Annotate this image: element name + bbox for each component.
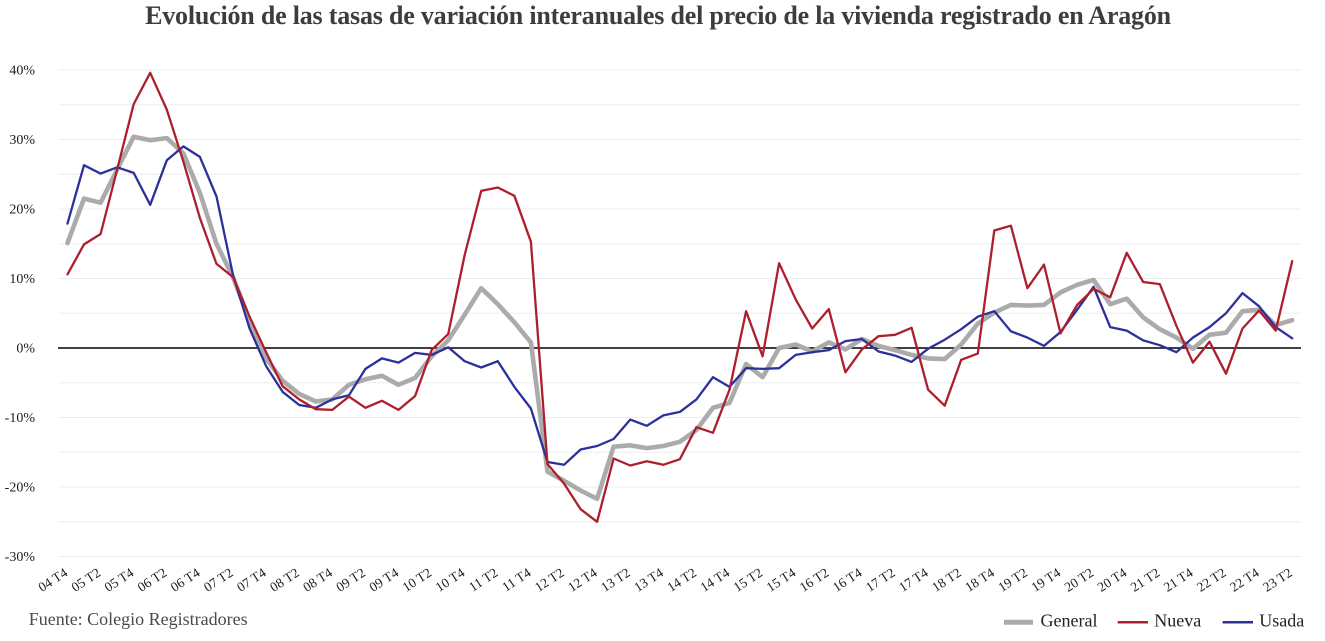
svg-text:Evolución de las tasas de vari: Evolución de las tasas de variación inte… [145, 1, 1172, 30]
svg-text:Nueva: Nueva [1154, 611, 1201, 631]
svg-text:30%: 30% [9, 133, 35, 148]
svg-text:-20%: -20% [5, 481, 36, 496]
svg-text:0%: 0% [16, 342, 35, 357]
svg-text:-10%: -10% [5, 411, 36, 426]
svg-text:Usada: Usada [1259, 611, 1304, 631]
svg-text:General: General [1041, 611, 1098, 631]
svg-text:20%: 20% [9, 203, 35, 218]
svg-text:40%: 40% [9, 64, 35, 79]
svg-text:Fuente: Colegio Registradores: Fuente: Colegio Registradores [29, 609, 248, 629]
svg-text:10%: 10% [9, 272, 35, 287]
svg-text:-30%: -30% [5, 550, 36, 565]
